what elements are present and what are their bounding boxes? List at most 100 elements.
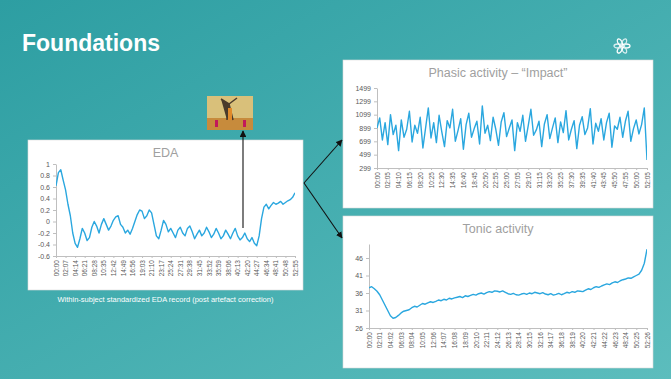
y-tick-mark: [374, 128, 377, 129]
y-tick: 0.4: [40, 195, 56, 202]
x-tick-mark: [647, 328, 648, 330]
x-tick-mark: [390, 328, 391, 330]
x-tick-label: 44:27: [253, 260, 260, 277]
x-tick: 40:13: [234, 256, 241, 276]
x-tick-label: 41:40: [590, 172, 597, 189]
y-tick: 1099: [355, 111, 377, 118]
x-tick: 06:21: [81, 256, 88, 276]
x-tick-mark: [369, 328, 370, 330]
x-tick: 31:15: [536, 168, 543, 188]
x-tick-mark: [442, 168, 443, 170]
y-tick-label: 1099: [355, 111, 371, 118]
chart-title: EDA: [153, 146, 179, 160]
x-tick-label: 29:10: [525, 172, 532, 189]
x-tick: 06:03: [398, 328, 405, 348]
y-tick-mark: [374, 101, 377, 102]
x-axis-line: [370, 328, 648, 329]
x-tick-mark: [615, 328, 616, 330]
y-tick: 299: [359, 165, 377, 172]
x-tick-mark: [474, 168, 475, 170]
x-tick: 19:03: [139, 256, 146, 276]
x-axis: 00:0002:0704:1406:2108:2810:3512:4214:49…: [53, 256, 299, 276]
caption: Within-subject standardized EDA record (…: [58, 295, 274, 304]
x-tick-label: 52:55: [292, 260, 299, 277]
y-tick: -0.6: [38, 253, 56, 260]
x-tick: 46:23: [612, 328, 619, 348]
x-tick-mark: [636, 168, 637, 170]
x-tick-label: 24:12: [494, 332, 501, 349]
y-tick-mark: [366, 276, 369, 277]
y-tick: 0: [46, 218, 56, 225]
x-tick-mark: [593, 168, 594, 170]
x-tick: 08:20: [417, 168, 424, 188]
x-tick-mark: [625, 168, 626, 170]
x-tick: 12:06: [430, 328, 437, 348]
x-axis: 00:0002:0104:0206:0308:0410:0512:0614:07…: [366, 328, 651, 348]
x-tick-label: 20:10: [473, 332, 480, 349]
x-tick-mark: [238, 256, 239, 258]
x-tick: 28:14: [515, 328, 522, 348]
chart-panel: [28, 140, 303, 290]
x-tick: 10:35: [100, 256, 107, 276]
x-tick: 29:10: [525, 168, 532, 188]
y-tick-label: 0.8: [40, 172, 50, 179]
y-tick-mark: [53, 256, 56, 257]
x-axis-line: [378, 168, 648, 169]
x-tick-mark: [152, 256, 153, 258]
x-tick-mark: [647, 168, 648, 170]
x-tick: 04:02: [387, 328, 394, 348]
x-tick-label: 40:13: [234, 260, 241, 277]
x-tick-label: 02:01: [376, 332, 383, 349]
x-tick-mark: [171, 256, 172, 258]
x-tick-label: 10:25: [428, 172, 435, 189]
x-tick-label: 40:20: [579, 332, 586, 349]
data-line: [377, 106, 647, 160]
x-tick-label: 32:16: [537, 332, 544, 349]
x-tick: 25:00: [503, 168, 510, 188]
y-tick-mark: [366, 311, 369, 312]
y-tick-mark: [374, 168, 377, 169]
x-tick-mark: [209, 256, 210, 258]
x-tick: 02:05: [384, 168, 391, 188]
x-tick: 04:10: [395, 168, 402, 188]
y-tick: 31: [355, 307, 369, 314]
y-tick: 1: [46, 161, 56, 168]
y-tick: 0.6: [40, 184, 56, 191]
x-tick-label: 36:18: [558, 332, 565, 349]
x-tick-label: 00:00: [53, 260, 60, 277]
data-line: [369, 249, 647, 318]
x-tick-mark: [380, 328, 381, 330]
x-tick-mark: [142, 256, 143, 258]
x-tick: 16:56: [129, 256, 136, 276]
y-axis-line: [369, 245, 370, 329]
x-tick: 48:24: [622, 328, 629, 348]
x-tick-label: 21:10: [148, 260, 155, 277]
x-tick-label: 04:02: [387, 332, 394, 349]
x-tick: 12:42: [110, 256, 117, 276]
x-tick-mark: [56, 256, 57, 258]
chart-panel: [343, 60, 653, 208]
x-tick: 08:28: [91, 256, 98, 276]
x-tick-mark: [266, 256, 267, 258]
x-tick-label: 12:30: [438, 172, 445, 189]
x-tick: 30:15: [526, 328, 533, 348]
x-tick: 35:59: [215, 256, 222, 276]
x-tick: 22:11: [483, 328, 490, 348]
x-tick-label: 46:34: [263, 260, 270, 277]
x-tick-mark: [508, 328, 509, 330]
x-tick-label: 14:07: [440, 332, 447, 349]
x-tick: 36:18: [558, 328, 565, 348]
x-tick: 43:45: [600, 168, 607, 188]
arrow: [242, 131, 243, 228]
x-tick-label: 18:45: [471, 172, 478, 189]
x-tick: 18:09: [462, 328, 469, 348]
x-tick-label: 25:24: [167, 260, 174, 277]
x-tick-mark: [465, 328, 466, 330]
x-tick-mark: [433, 328, 434, 330]
x-tick-mark: [409, 168, 410, 170]
x-tick: 20:10: [473, 328, 480, 348]
x-tick-label: 16:08: [451, 332, 458, 349]
x-tick-label: 08:28: [91, 260, 98, 277]
x-tick: 22:55: [492, 168, 499, 188]
y-tick: 0.8: [40, 172, 56, 179]
